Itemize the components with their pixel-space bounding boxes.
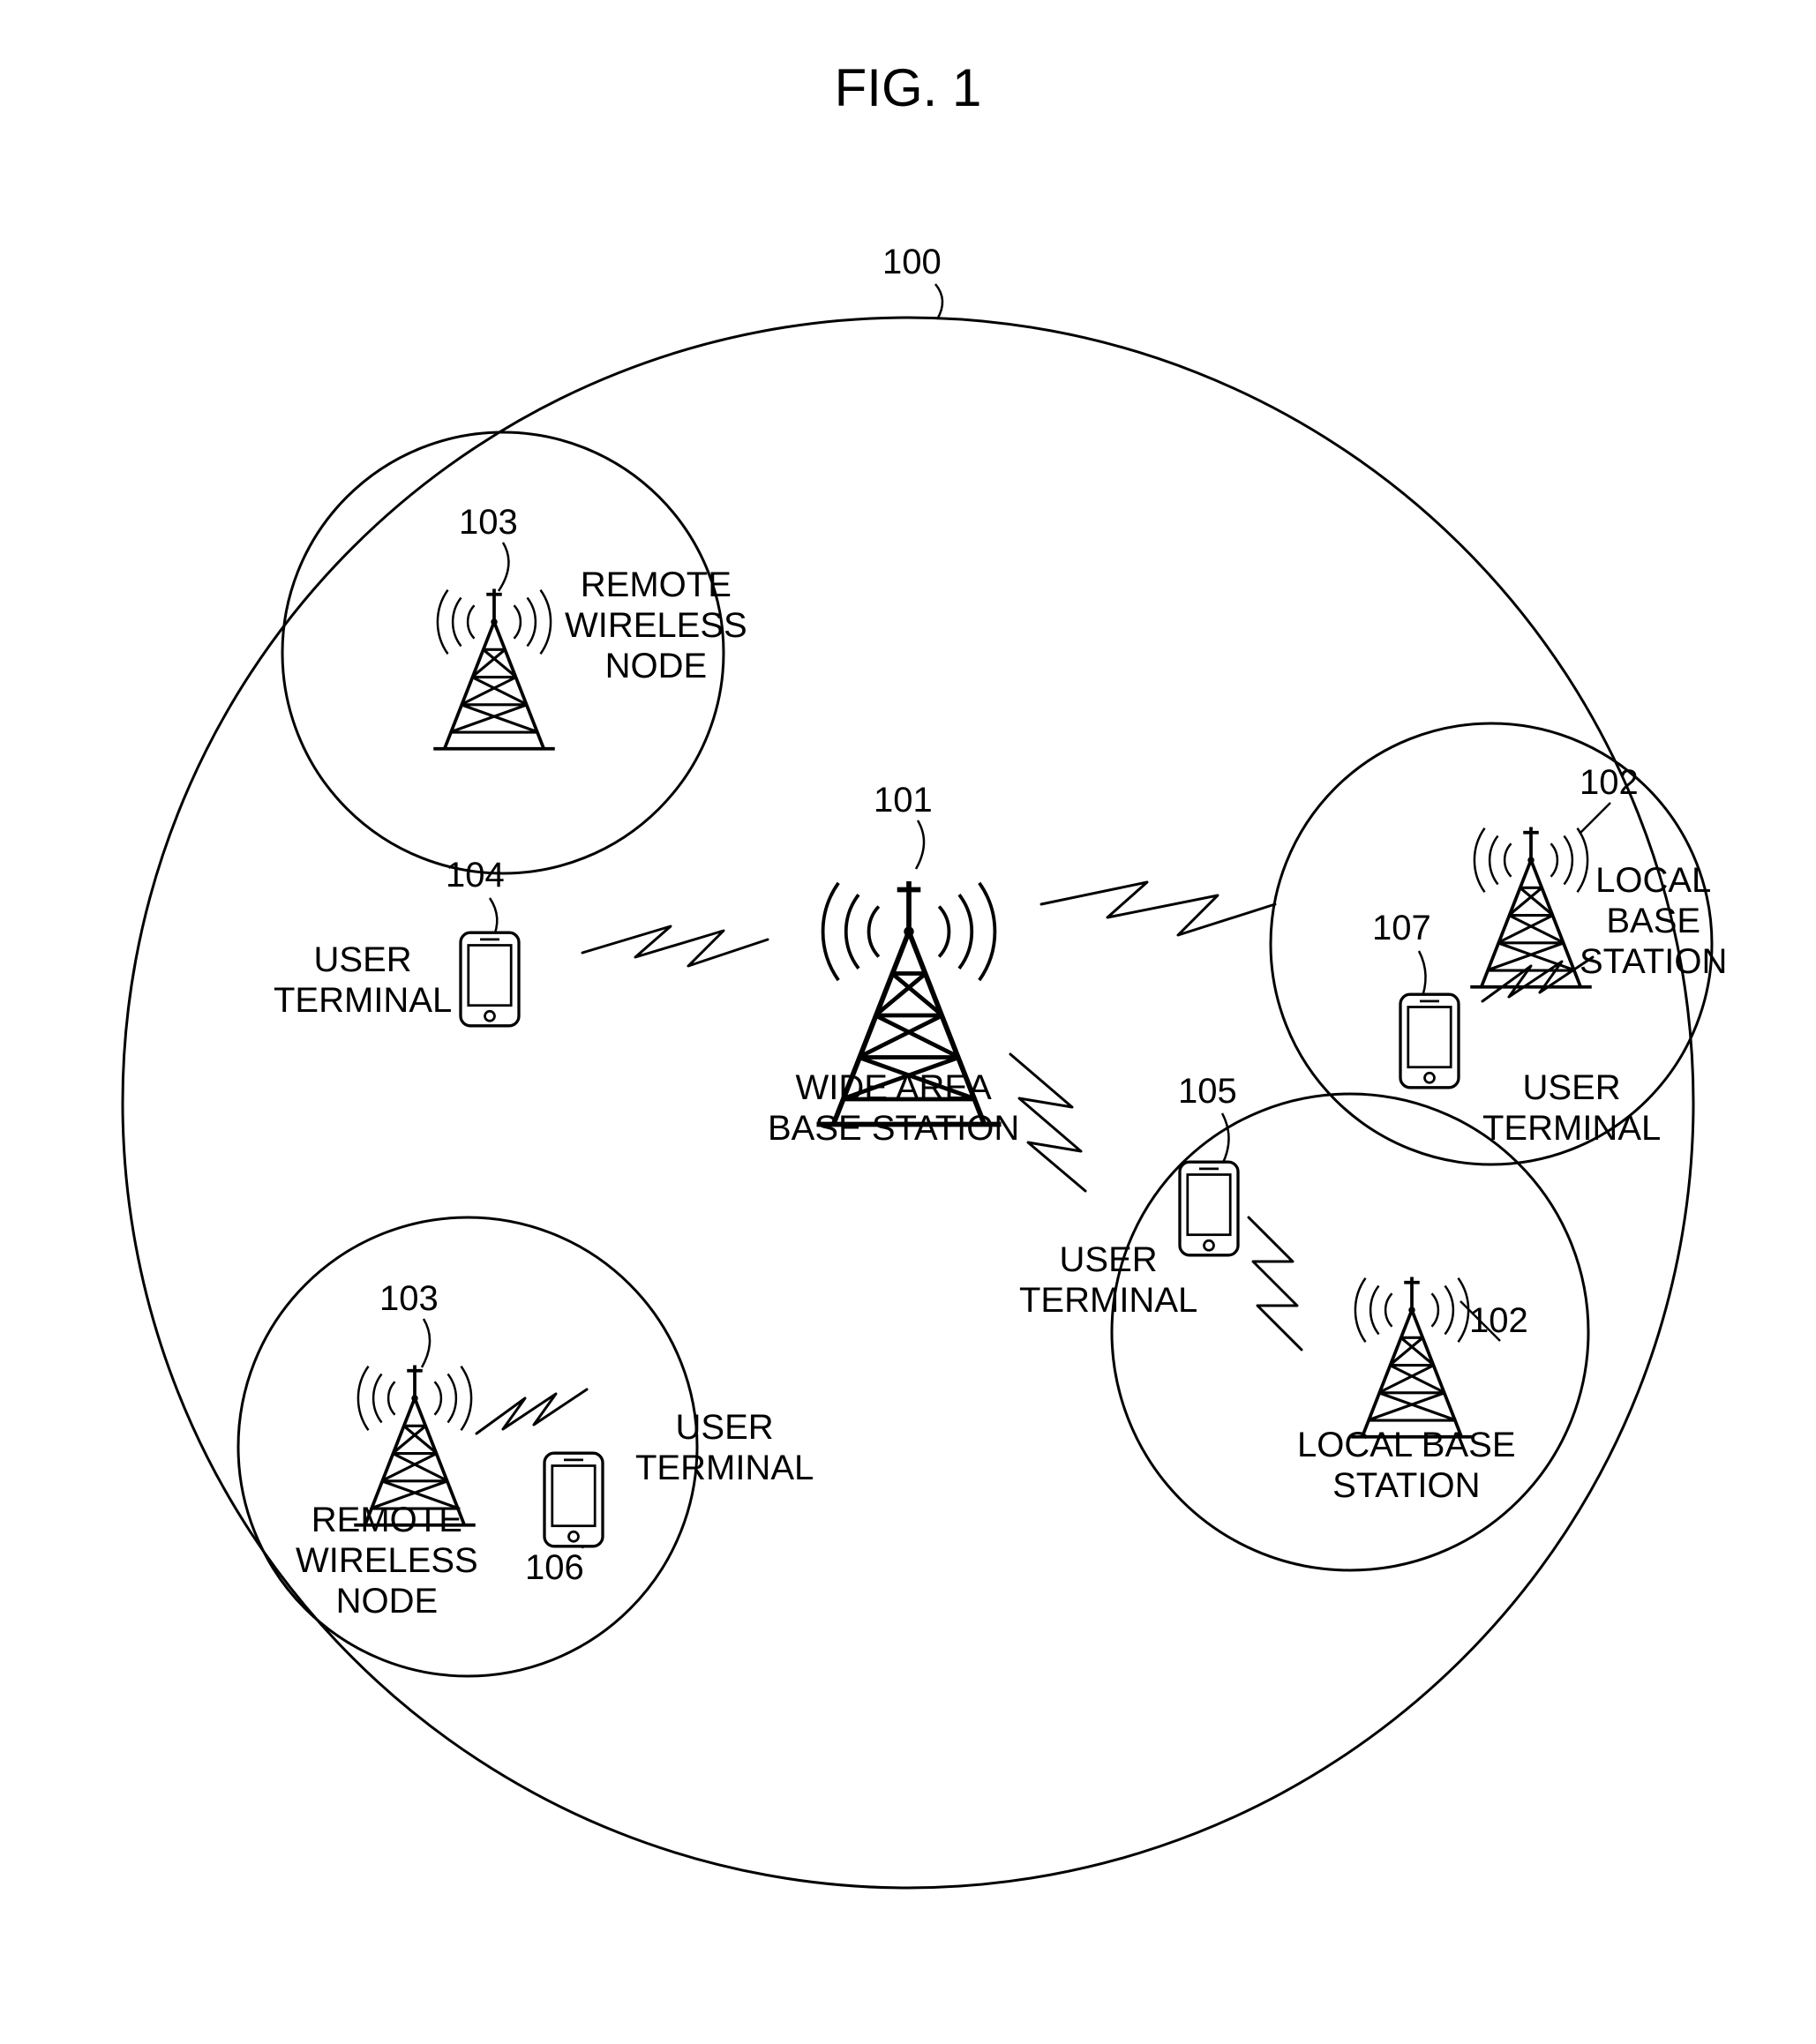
figure-title: FIG. 1 (0, 57, 1816, 118)
label-remote-wireless-node-2: REMOTE WIRELESS NODE (296, 1500, 478, 1621)
ref-107: 107 (1372, 909, 1431, 948)
label-user-terminal-107: USER TERMINAL (1482, 1067, 1661, 1149)
label-wide-area-bs: WIDE AREA BASE STATION (768, 1067, 1019, 1149)
ref-100: 100 (882, 243, 942, 282)
label-user-terminal-104: USER TERMINAL (274, 940, 452, 1021)
ref-106: 106 (525, 1548, 584, 1588)
ref-103-b: 103 (379, 1279, 439, 1319)
label-user-terminal-105: USER TERMINAL (1019, 1239, 1197, 1321)
ref-105: 105 (1178, 1072, 1237, 1112)
figure-canvas: FIG. 1 WIDE AREA BASE STATION REMOTE WIR… (0, 0, 1816, 2044)
ref-102-b: 102 (1469, 1301, 1528, 1341)
label-user-terminal-106: USER TERMINAL (635, 1407, 814, 1488)
ref-104: 104 (446, 856, 505, 895)
diagram-svg (0, 0, 1816, 2044)
label-remote-wireless-node-1: REMOTE WIRELESS NODE (565, 565, 747, 686)
ref-103-a: 103 (459, 503, 518, 543)
label-local-bs-1: LOCAL BASE STATION (1580, 860, 1727, 982)
label-local-bs-2: LOCAL BASE STATION (1297, 1425, 1516, 1506)
ref-102-a: 102 (1580, 763, 1639, 803)
ref-101: 101 (874, 781, 933, 820)
radio-link-bolts (477, 882, 1593, 1434)
